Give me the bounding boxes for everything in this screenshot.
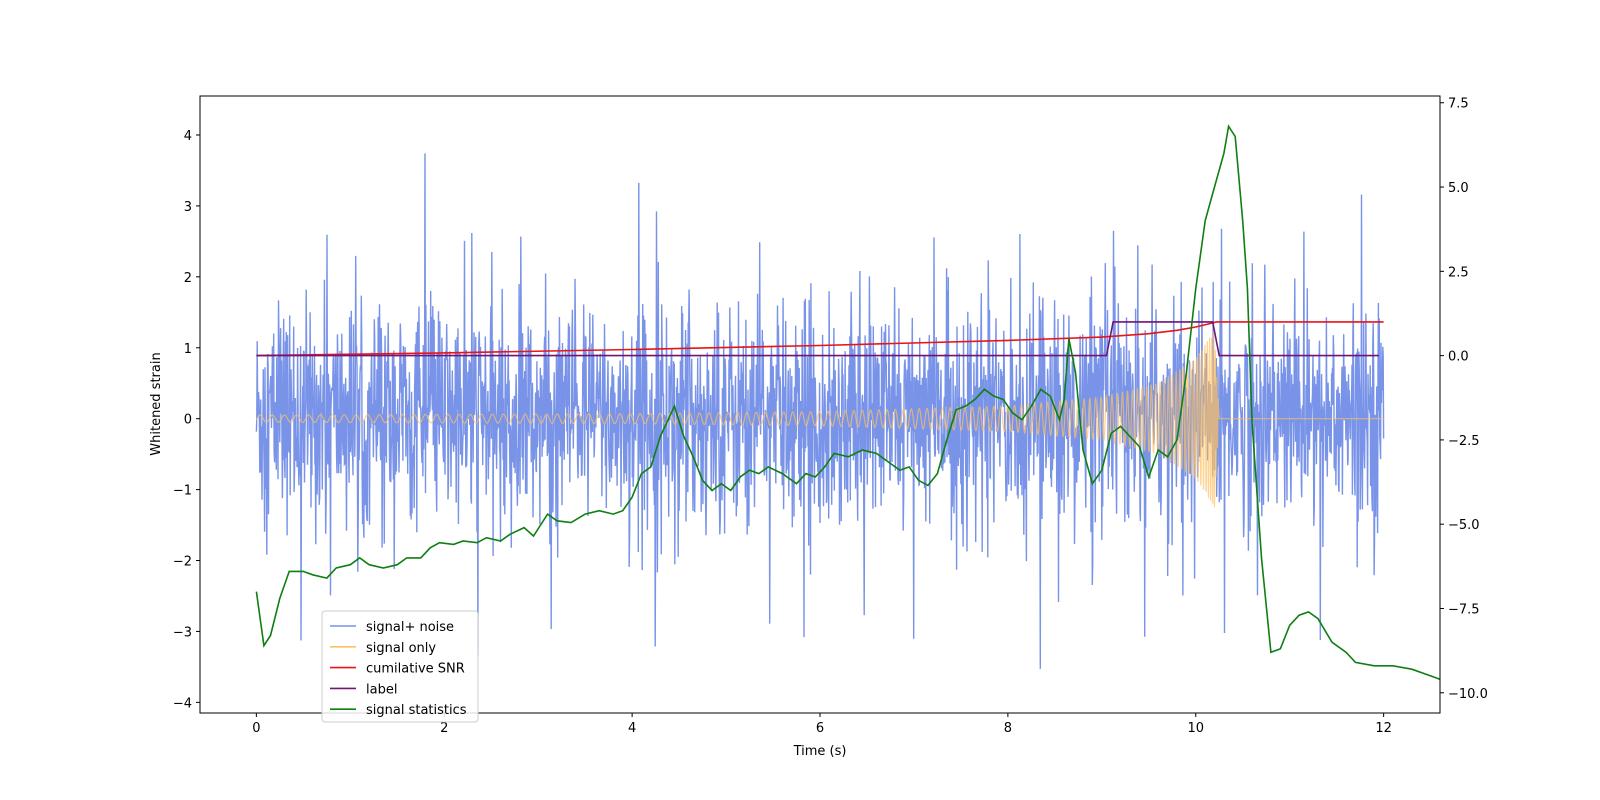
x-tick-label: 6 bbox=[816, 721, 824, 736]
x-tick-label: 2 bbox=[440, 721, 448, 736]
legend-items: signal+ noise signal only cumilative SNR la… bbox=[330, 620, 467, 718]
plot-area bbox=[199, 95, 1441, 714]
x-tick-label: 0 bbox=[252, 721, 260, 736]
series-signal-only bbox=[255, 331, 1384, 508]
y2-axis-ticks: −10.0 −7.5 −5.0 −2.5 0.0 2.5 5.0 7.5 bbox=[1440, 97, 1488, 702]
y2-tick-label: −7.5 bbox=[1448, 602, 1480, 617]
legend-entry-label: signal statistics bbox=[366, 703, 467, 718]
y-axis-ticks: −4 −3 −2 −1 0 1 2 3 4 bbox=[173, 129, 200, 711]
y-tick-label: 2 bbox=[184, 271, 192, 286]
x-tick-label: 10 bbox=[1187, 721, 1204, 736]
y-tick-label: 3 bbox=[184, 200, 192, 215]
y2-tick-label: −10.0 bbox=[1448, 687, 1488, 702]
legend-entry-label: label bbox=[366, 682, 397, 697]
y-tick-label: −1 bbox=[173, 484, 192, 499]
y-tick-label: 1 bbox=[184, 342, 192, 357]
legend-entry-label: cumilative SNR bbox=[366, 662, 465, 677]
y-axis-label: Whitened strain bbox=[149, 352, 164, 455]
series-layer bbox=[255, 124, 1440, 681]
x-tick-label: 12 bbox=[1375, 721, 1392, 736]
series-signal-statistics bbox=[255, 124, 1440, 681]
y-tick-label: 0 bbox=[184, 413, 192, 428]
y-tick-label: −2 bbox=[173, 555, 192, 570]
y2-tick-label: −5.0 bbox=[1448, 518, 1480, 533]
series-cumulative-snr bbox=[256, 321, 1384, 357]
y2-tick-label: 2.5 bbox=[1448, 265, 1469, 280]
legend-entry-label: signal only bbox=[366, 641, 436, 656]
x-axis-ticks: 0 2 4 6 8 10 12 bbox=[252, 713, 1392, 736]
y-tick-label: −4 bbox=[173, 696, 192, 711]
y-tick-label: 4 bbox=[184, 129, 192, 144]
y2-tick-label: 0.0 bbox=[1448, 350, 1469, 365]
y-tick-label: −3 bbox=[173, 625, 192, 640]
x-tick-label: 4 bbox=[628, 721, 636, 736]
legend-entry-label: signal+ noise bbox=[366, 620, 454, 635]
series-label bbox=[256, 321, 1379, 357]
x-tick-label: 8 bbox=[1004, 721, 1012, 736]
y2-tick-label: 5.0 bbox=[1448, 181, 1469, 196]
legend-box bbox=[321, 610, 479, 723]
x-axis-label: Time (s) bbox=[793, 744, 847, 759]
legend: signal+ noise signal only cumilative SNR la… bbox=[321, 610, 479, 723]
y2-tick-label: −2.5 bbox=[1448, 434, 1480, 449]
y2-tick-label: 7.5 bbox=[1448, 97, 1469, 112]
